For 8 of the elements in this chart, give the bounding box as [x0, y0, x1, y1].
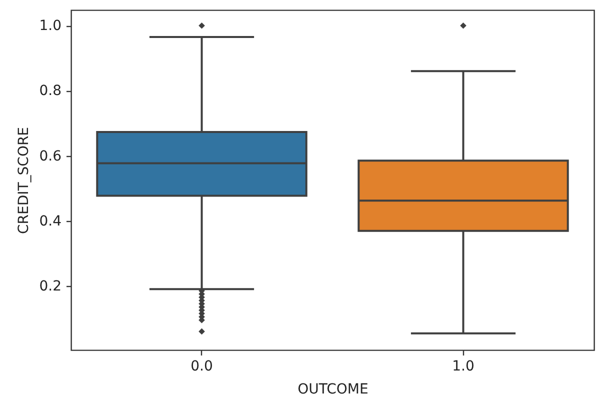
- y-tick-label: 1.0: [39, 18, 62, 34]
- x-axis-title: OUTCOME: [298, 382, 368, 398]
- y-tick-label: 0.2: [39, 278, 62, 294]
- x-tick-label: 0.0: [190, 358, 213, 374]
- y-tick-label: 0.4: [39, 213, 62, 230]
- y-tick-label: 0.6: [39, 148, 62, 164]
- y-axis-title: CREDIT_SCORE: [16, 126, 32, 234]
- y-tick-label: 0.8: [39, 83, 62, 100]
